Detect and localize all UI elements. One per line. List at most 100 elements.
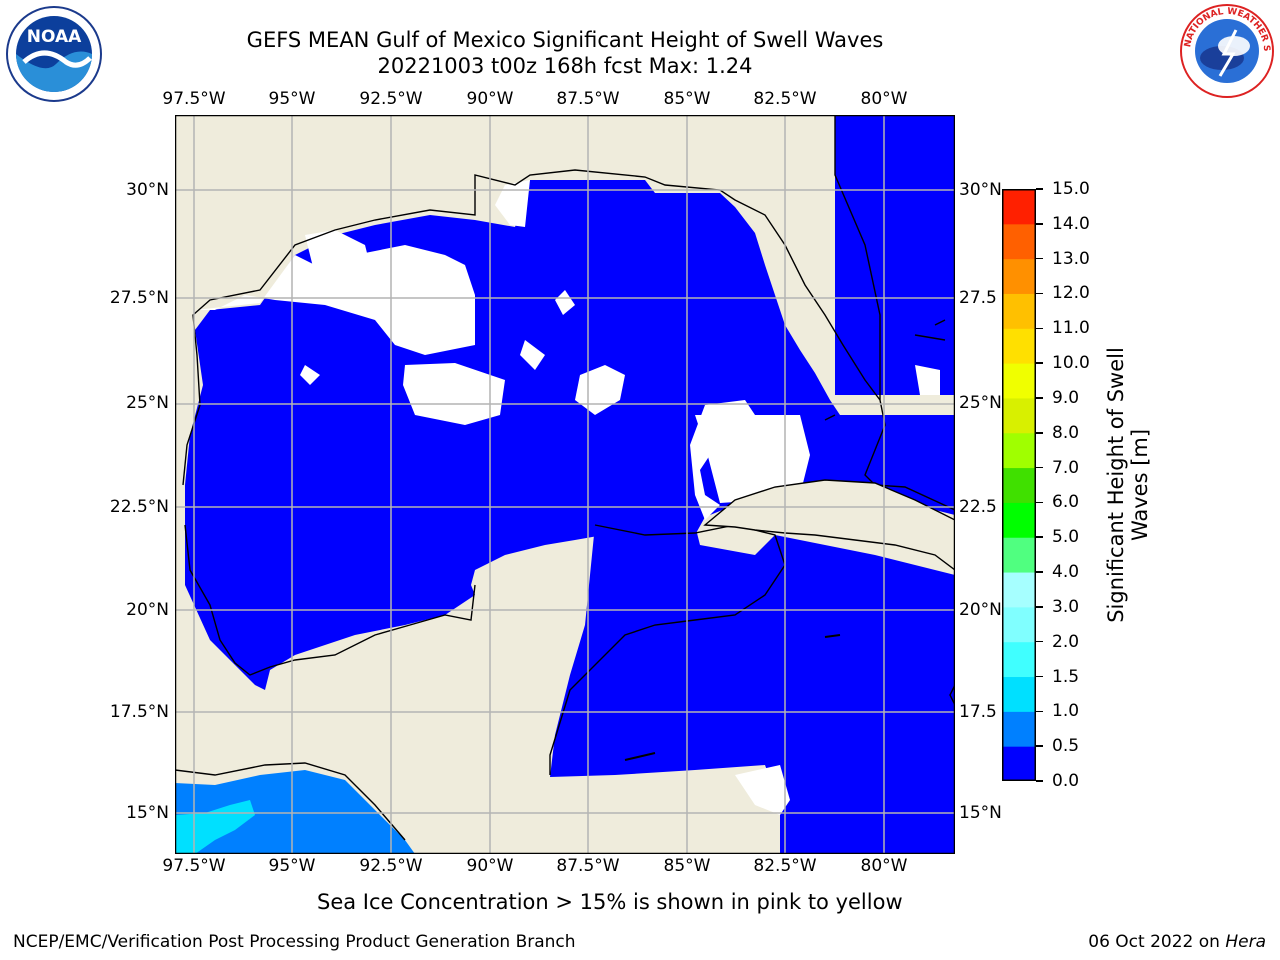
colorbar-swatch	[1002, 746, 1036, 781]
lon-tick-bottom: 82.5°W	[753, 856, 817, 876]
colorbar-tick-mark	[1036, 466, 1043, 469]
lat-tick-right: 22.5	[959, 497, 997, 517]
lon-tick-bottom: 97.5°W	[162, 856, 226, 876]
colorbar-tick-mark	[1036, 432, 1043, 434]
colorbar-tick-label: 7.0	[1052, 457, 1080, 478]
colorbar-tick-label: 0.5	[1052, 736, 1080, 757]
lon-tick-bottom: 87.5°W	[556, 856, 620, 876]
lon-tick-bottom: 85°W	[663, 856, 711, 876]
colorbar-label: Significant Height of Swell Waves [m]	[1104, 347, 1152, 623]
colorbar-label-line1: Significant Height of Swell	[1104, 347, 1128, 623]
lat-tick-left: 15°N	[126, 803, 169, 823]
colorbar-tick-mark	[1036, 780, 1043, 782]
host-name: Hera	[1225, 932, 1266, 952]
noaa-logo: NOAA	[6, 6, 102, 102]
colorbar-tick-mark	[1036, 257, 1043, 260]
chart-subtitle: 20221003 t00z 168h fcst Max: 1.24	[377, 54, 753, 78]
colorbar-tick-label: 14.0	[1052, 213, 1090, 234]
lat-tick-right: 20°N	[959, 600, 1002, 620]
colorbar-tick-mark	[1036, 745, 1043, 747]
lat-tick-right: 27.5	[959, 288, 997, 308]
colorbar-tick-mark	[1036, 710, 1043, 713]
colorbar-tick-label: 9.0	[1052, 387, 1080, 408]
colorbar-tick-label: 1.5	[1052, 666, 1080, 687]
lat-tick-left: 20°N	[126, 600, 169, 620]
colorbar-tick-label: 2.0	[1052, 631, 1080, 652]
date-text: 06 Oct 2022 on	[1088, 932, 1226, 952]
colorbar-swatch	[1002, 467, 1036, 503]
lon-tick-bottom: 92.5°W	[359, 856, 423, 876]
coastline	[175, 115, 955, 841]
lat-tick-left: 25°N	[126, 393, 169, 413]
colorbar-tick-label: 11.0	[1052, 318, 1090, 339]
bahamas-islands	[824, 319, 946, 421]
atlantic-swell-field	[835, 115, 955, 395]
caribbean-swell-field	[550, 525, 955, 854]
lat-tick-left: 30°N	[126, 180, 169, 200]
colorbar-tick-mark	[1036, 536, 1043, 538]
colorbar-swatch	[1002, 223, 1036, 260]
lat-tick-left: 17.5°N	[109, 702, 169, 722]
no-data-patches	[195, 180, 940, 815]
sea-ice-note: Sea Ice Concentration > 15% is shown in …	[317, 890, 903, 914]
colorbar-tick-mark	[1036, 640, 1043, 643]
lon-tick-top: 95°W	[268, 89, 316, 109]
colorbar-tick-mark	[1036, 292, 1043, 295]
lat-tick-left: 22.5°N	[109, 497, 169, 517]
lon-tick-top: 92.5°W	[359, 89, 423, 109]
colorbar-tick-label: 13.0	[1052, 248, 1090, 269]
colorbar-tick-label: 12.0	[1052, 283, 1090, 304]
colorbar-swatch	[1002, 293, 1036, 329]
colorbar-tick-mark	[1036, 223, 1043, 225]
lat-tick-right: 30°N	[959, 180, 1002, 200]
colorbar-swatch	[1002, 363, 1036, 399]
date-stamp: 06 Oct 2022 on Hera	[1088, 932, 1266, 952]
colorbar-tick-label: 5.0	[1052, 527, 1080, 548]
colorbar-label-line2: Waves [m]	[1128, 428, 1152, 542]
colorbar-tick-label: 15.0	[1052, 179, 1090, 199]
colorbar-tick-mark	[1036, 501, 1043, 504]
colorbar-tick-label: 1.0	[1052, 701, 1080, 722]
colorbar-swatch	[1002, 537, 1036, 573]
lat-tick-right: 15°N	[959, 803, 1002, 823]
colorbar-tick-mark	[1036, 362, 1043, 364]
chart-title: GEFS MEAN Gulf of Mexico Significant Hei…	[246, 28, 884, 52]
colorbar-tick-mark	[1036, 571, 1043, 573]
colorbar-swatch	[1002, 606, 1036, 643]
nws-logo: NATIONAL WEATHER SERVICE	[1178, 2, 1274, 98]
lon-tick-top: 87.5°W	[556, 89, 620, 109]
lat-tick-left: 27.5°N	[109, 288, 169, 308]
colorbar-tick-label: 10.0	[1052, 353, 1090, 374]
colorbar-swatch	[1002, 502, 1036, 538]
lon-tick-top: 82.5°W	[753, 89, 817, 109]
colorbar-tick-label: 0.0	[1052, 771, 1080, 791]
lat-tick-right: 25°N	[959, 393, 1002, 413]
map-frame	[175, 115, 955, 854]
colorbar-tick-label: 3.0	[1052, 596, 1080, 617]
colorbar-swatch	[1002, 328, 1036, 364]
colorbar-tick-mark	[1036, 327, 1043, 330]
colorbar-tick-label: 4.0	[1052, 562, 1080, 583]
lon-tick-top: 85°W	[663, 89, 711, 109]
colorbar-tick-label: 8.0	[1052, 422, 1080, 443]
lon-tick-top: 90°W	[466, 89, 514, 109]
colorbar-tick-mark	[1036, 606, 1043, 608]
lon-tick-bottom: 80°W	[860, 856, 908, 876]
lon-tick-top: 80°W	[860, 89, 908, 109]
lon-tick-top: 97.5°W	[162, 89, 226, 109]
colorbar-tick-mark	[1036, 397, 1043, 399]
colorbar-swatch	[1002, 711, 1036, 747]
pacific-swell-field-05	[175, 770, 415, 854]
colorbar	[1002, 189, 1036, 781]
cuba-island	[703, 479, 955, 571]
small-islands	[624, 634, 841, 761]
colorbar-tick-mark	[1036, 188, 1043, 190]
lon-tick-bottom: 95°W	[268, 856, 316, 876]
gridlines	[175, 115, 955, 854]
colorbar-frame	[1002, 189, 1036, 781]
map-panel	[175, 115, 955, 854]
colorbar-swatch	[1002, 397, 1036, 434]
lat-tick-right: 17.5	[959, 702, 997, 722]
colorbar-swatch	[1002, 676, 1036, 712]
colorbar-tick-mark	[1036, 675, 1043, 678]
